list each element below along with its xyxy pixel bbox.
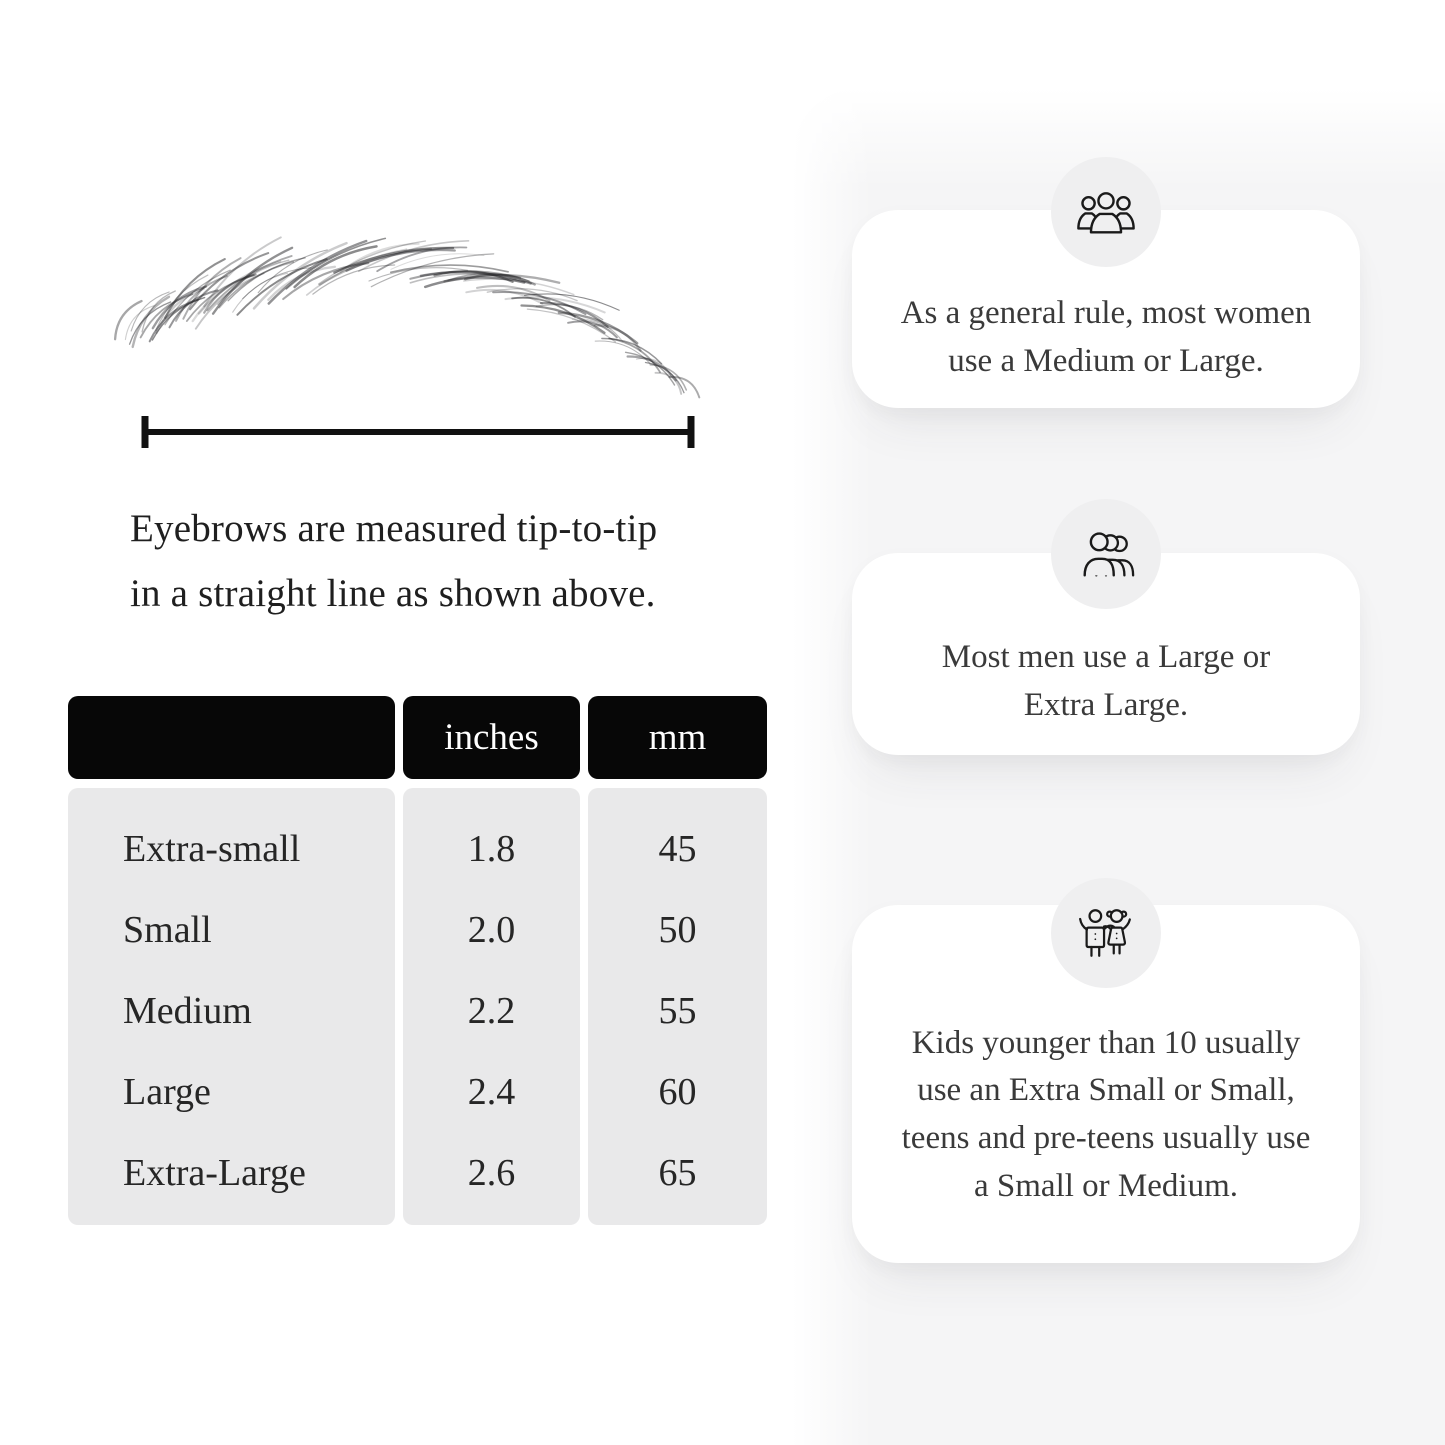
table-row-label: Medium [123, 989, 252, 1032]
mm-column: 45 50 55 60 65 [588, 788, 767, 1225]
measurement-line [141, 416, 695, 448]
kids-icon [1079, 909, 1131, 957]
size-table-header: inches mm [68, 696, 767, 779]
inches-value: 2.6 [467, 1151, 516, 1194]
women-group-badge [1051, 157, 1161, 267]
inches-value: 1.8 [467, 827, 516, 870]
table-row-label: Large [123, 1070, 211, 1113]
table-row-label: Extra-small [123, 827, 301, 870]
inches-column: 1.8 2.0 2.2 2.4 2.6 [403, 788, 580, 1225]
tip-card-men: Most men use a Large or Extra Large. [852, 553, 1360, 755]
tip-text-kids: Kids younger than 10 usually use an Extr… [901, 1024, 1311, 1204]
women-group-icon [1077, 192, 1135, 234]
inches-value: 2.4 [467, 1070, 516, 1113]
measurement-caption: Eyebrows are measured tip-to-tip in a st… [130, 497, 780, 626]
men-group-badge [1051, 499, 1161, 609]
inches-value: 2.2 [467, 989, 516, 1032]
table-row-label: Small [123, 908, 212, 951]
kids-badge [1051, 878, 1161, 988]
caption-line-2: in a straight line as shown above. [130, 571, 656, 615]
size-table-body: Extra-small Small Medium Large Extra-Lar… [68, 788, 767, 1225]
caption-line-1: Eyebrows are measured tip-to-tip [130, 507, 658, 550]
header-cell-blank [68, 696, 395, 779]
size-label-column: Extra-small Small Medium Large Extra-Lar… [68, 788, 395, 1225]
header-cell-inches: inches [403, 696, 580, 779]
mm-value: 60 [658, 1070, 697, 1113]
tip-text-women: As a general rule, most women use a Medi… [900, 295, 1312, 379]
table-row-label: Extra-Large [123, 1151, 306, 1194]
men-group-icon [1083, 532, 1135, 577]
mm-value: 45 [658, 827, 697, 870]
mm-value: 50 [658, 908, 697, 951]
header-cell-mm: mm [588, 696, 767, 779]
inches-value: 2.0 [467, 908, 516, 951]
eyebrow-illustration [105, 232, 701, 399]
size-table: inches mm Extra-small Small Medium Large… [68, 696, 767, 1225]
tip-text-men: Most men use a Large or Extra Large. [941, 639, 1271, 723]
mm-value: 65 [658, 1151, 697, 1194]
mm-value: 55 [658, 989, 697, 1032]
